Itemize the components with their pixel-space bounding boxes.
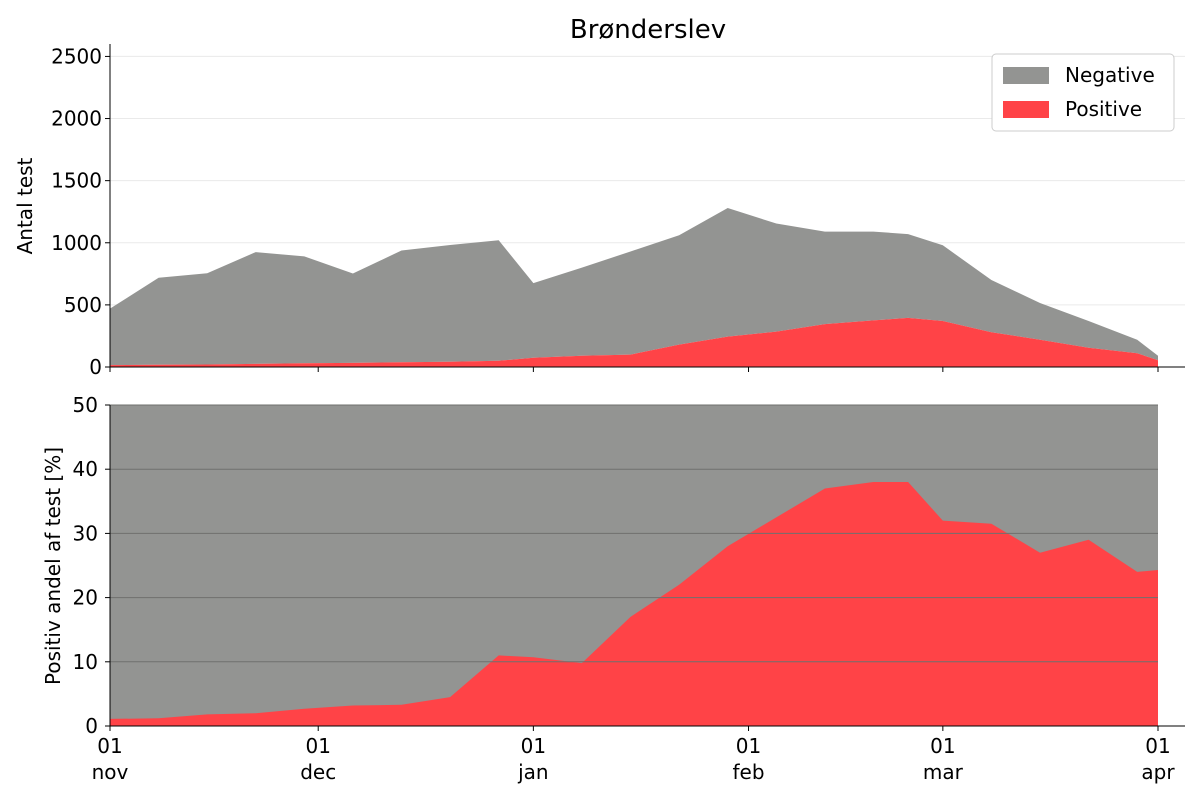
top-y-tick-label: 1000 xyxy=(51,231,102,255)
legend-swatch-negative xyxy=(1003,67,1049,84)
bottom-axes xyxy=(109,405,1185,727)
bottom-y-axis-label: Positiv andel af test [%] xyxy=(41,447,65,685)
chart-title: Brønderslev xyxy=(570,15,726,45)
bottom-y-tick-label: 40 xyxy=(73,457,98,481)
bottom-y-ticks: 0 10 20 30 40 50 xyxy=(73,393,110,738)
bottom-y-tick-label: 0 xyxy=(85,714,98,738)
bottom-y-tick-label: 30 xyxy=(73,521,98,545)
top-y-axis-label: Antal test xyxy=(13,157,37,254)
x-tick-label-month: dec xyxy=(300,760,336,784)
top-axes xyxy=(109,44,1185,368)
bottom-y-tick-label: 20 xyxy=(73,586,98,610)
x-tick-label-day: 01 xyxy=(521,734,546,758)
legend-label-positive: Positive xyxy=(1065,97,1142,121)
area-positive-share xyxy=(110,482,1158,726)
top-areas xyxy=(110,208,1158,367)
bottom-gridlines xyxy=(110,404,1158,663)
bottom-y-tick-label: 50 xyxy=(73,393,98,417)
top-panel: 0 500 1000 1500 2000 2500 Antal test Negative… xyxy=(13,44,1185,379)
x-tick-label-month: mar xyxy=(923,760,964,784)
x-tick-label-month: apr xyxy=(1141,760,1175,784)
x-tick-label-day: 01 xyxy=(305,734,330,758)
x-tick-label-day: 01 xyxy=(736,734,761,758)
x-tick-label-day: 01 xyxy=(97,734,122,758)
legend-label-negative: Negative xyxy=(1065,63,1155,87)
top-y-tick-label: 0 xyxy=(89,355,102,379)
top-y-tick-label: 500 xyxy=(64,293,102,317)
x-tick-label-month: nov xyxy=(92,760,129,784)
top-y-ticks: 0 500 1000 1500 2000 2500 xyxy=(51,44,110,379)
top-y-tick-label: 1500 xyxy=(51,169,102,193)
top-y-tick-label: 2500 xyxy=(51,44,102,68)
bottom-areas xyxy=(110,482,1158,726)
x-tick-label-day: 01 xyxy=(1145,734,1170,758)
top-x-ticks xyxy=(109,367,1159,372)
x-tick-label-day: 01 xyxy=(930,734,955,758)
top-y-tick-label: 2000 xyxy=(51,107,102,131)
area-negative xyxy=(110,208,1158,366)
legend: Negative Positive xyxy=(991,53,1175,132)
bottom-y-tick-label: 10 xyxy=(73,650,98,674)
x-tick-label-month: jan xyxy=(517,760,549,784)
area-positive xyxy=(110,317,1158,367)
x-tick-label-month: feb xyxy=(732,760,764,784)
legend-swatch-positive xyxy=(1003,101,1049,118)
